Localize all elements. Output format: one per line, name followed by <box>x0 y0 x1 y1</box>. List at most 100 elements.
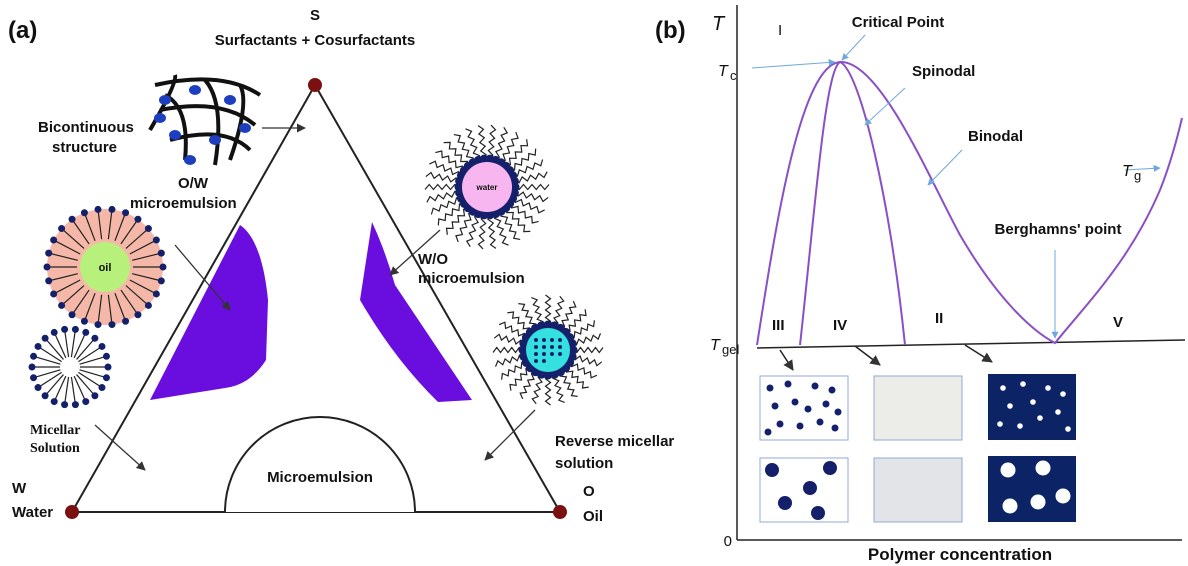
micelle-core <box>526 328 570 372</box>
curve-label: g <box>1134 168 1141 183</box>
micelle-head <box>82 398 89 405</box>
region-label: III <box>772 317 785 334</box>
region-label: microemulsion <box>130 195 237 212</box>
micelle-head <box>69 216 76 223</box>
particle <box>832 425 839 432</box>
micelle-tail <box>438 203 464 225</box>
micelle-head <box>95 321 102 328</box>
micelle-tail <box>34 370 61 378</box>
region-label: IV <box>833 317 847 334</box>
bicontinuous-head <box>209 135 221 145</box>
micelle-dot <box>542 338 546 342</box>
micelle-tail <box>514 172 547 183</box>
origin-label: 0 <box>724 533 732 550</box>
micelle-tail <box>71 377 75 405</box>
bicontinuous-head <box>189 85 201 95</box>
micelle-tail <box>496 127 508 160</box>
micelle-dot <box>534 338 538 342</box>
micelle-head <box>153 237 160 244</box>
micelle <box>29 326 112 408</box>
micelle-head <box>134 311 141 318</box>
micelle-tail <box>65 329 69 357</box>
bicontinuous-head <box>224 95 236 105</box>
particle <box>785 381 792 388</box>
particle <box>1037 415 1043 421</box>
micelle-head <box>51 329 58 336</box>
tick-label: c <box>730 68 737 83</box>
micelle-head <box>35 384 42 391</box>
curve-label: T <box>1122 163 1133 180</box>
particle <box>823 401 830 408</box>
micelle-tail <box>488 215 496 249</box>
micelle-head <box>95 206 102 213</box>
figure: (a) S Surfactants + Cosurfactants W Wate… <box>0 0 1188 566</box>
region-label: Solution <box>30 441 80 456</box>
micelle-tail <box>429 161 461 175</box>
micelle-head <box>30 374 37 381</box>
micelle-tail <box>427 191 460 202</box>
region-label: Bicontinuous <box>38 119 134 136</box>
micelle-dot <box>542 359 546 363</box>
micelle-head <box>58 225 65 232</box>
micelle-tail <box>488 125 495 159</box>
particle <box>767 385 774 392</box>
micelle-head <box>98 343 105 350</box>
micelle-head <box>122 209 129 216</box>
core-label: oil <box>99 262 112 274</box>
micelle-head <box>105 364 112 371</box>
particle <box>1000 385 1006 391</box>
microemulsion-region <box>225 417 415 512</box>
bicontinuous-head <box>154 113 166 123</box>
tick-label: T <box>718 63 729 80</box>
micelle-head <box>50 290 57 297</box>
micelle-dot <box>534 345 538 349</box>
micelle-tail <box>454 135 473 163</box>
micelle-dot <box>558 345 562 349</box>
micelle-tail <box>435 151 464 171</box>
region-label: V <box>1113 314 1123 331</box>
panel-label: (a) <box>8 17 37 44</box>
particle <box>772 403 779 410</box>
micelle-head <box>91 392 98 399</box>
micelle-head <box>45 250 52 257</box>
ow-region <box>150 225 268 400</box>
region-label: I <box>778 22 782 39</box>
particle <box>1056 489 1071 504</box>
micelle-tail <box>513 198 545 212</box>
particle <box>829 387 836 394</box>
particle <box>811 506 825 520</box>
micelle-head <box>35 343 42 350</box>
particle <box>805 406 812 413</box>
vertex-symbol: W <box>12 480 27 497</box>
particle <box>835 409 842 416</box>
vertex-w <box>65 505 79 519</box>
bicontinuous-structure <box>150 75 260 165</box>
curve-label: Critical Point <box>852 14 945 31</box>
micelle-dot <box>558 352 562 356</box>
micelle-head <box>45 277 52 284</box>
micelle-head <box>29 364 36 371</box>
particle <box>765 463 779 477</box>
micelle-head <box>98 384 105 391</box>
vertex-o <box>553 505 567 519</box>
micelle-head <box>134 216 141 223</box>
bicontinuous-head <box>239 123 251 133</box>
micelle-dot <box>542 345 546 349</box>
micelle-head <box>44 264 51 271</box>
micelle-head <box>108 321 115 328</box>
particle <box>1060 391 1066 397</box>
micelle-tail <box>478 126 486 160</box>
micelle-tail <box>34 356 61 364</box>
particle <box>1036 461 1051 476</box>
vertex-symbol: S <box>310 7 320 24</box>
micelle-head <box>61 401 68 408</box>
micelle-tail <box>510 203 539 223</box>
tgel-line <box>757 340 1185 348</box>
inset <box>874 376 962 440</box>
micelle-tail <box>80 356 107 364</box>
particle <box>1003 499 1018 514</box>
micelle-head <box>158 277 165 284</box>
micelle-head <box>42 392 49 399</box>
micelle-dot <box>534 359 538 363</box>
micelle-tail <box>520 372 535 399</box>
